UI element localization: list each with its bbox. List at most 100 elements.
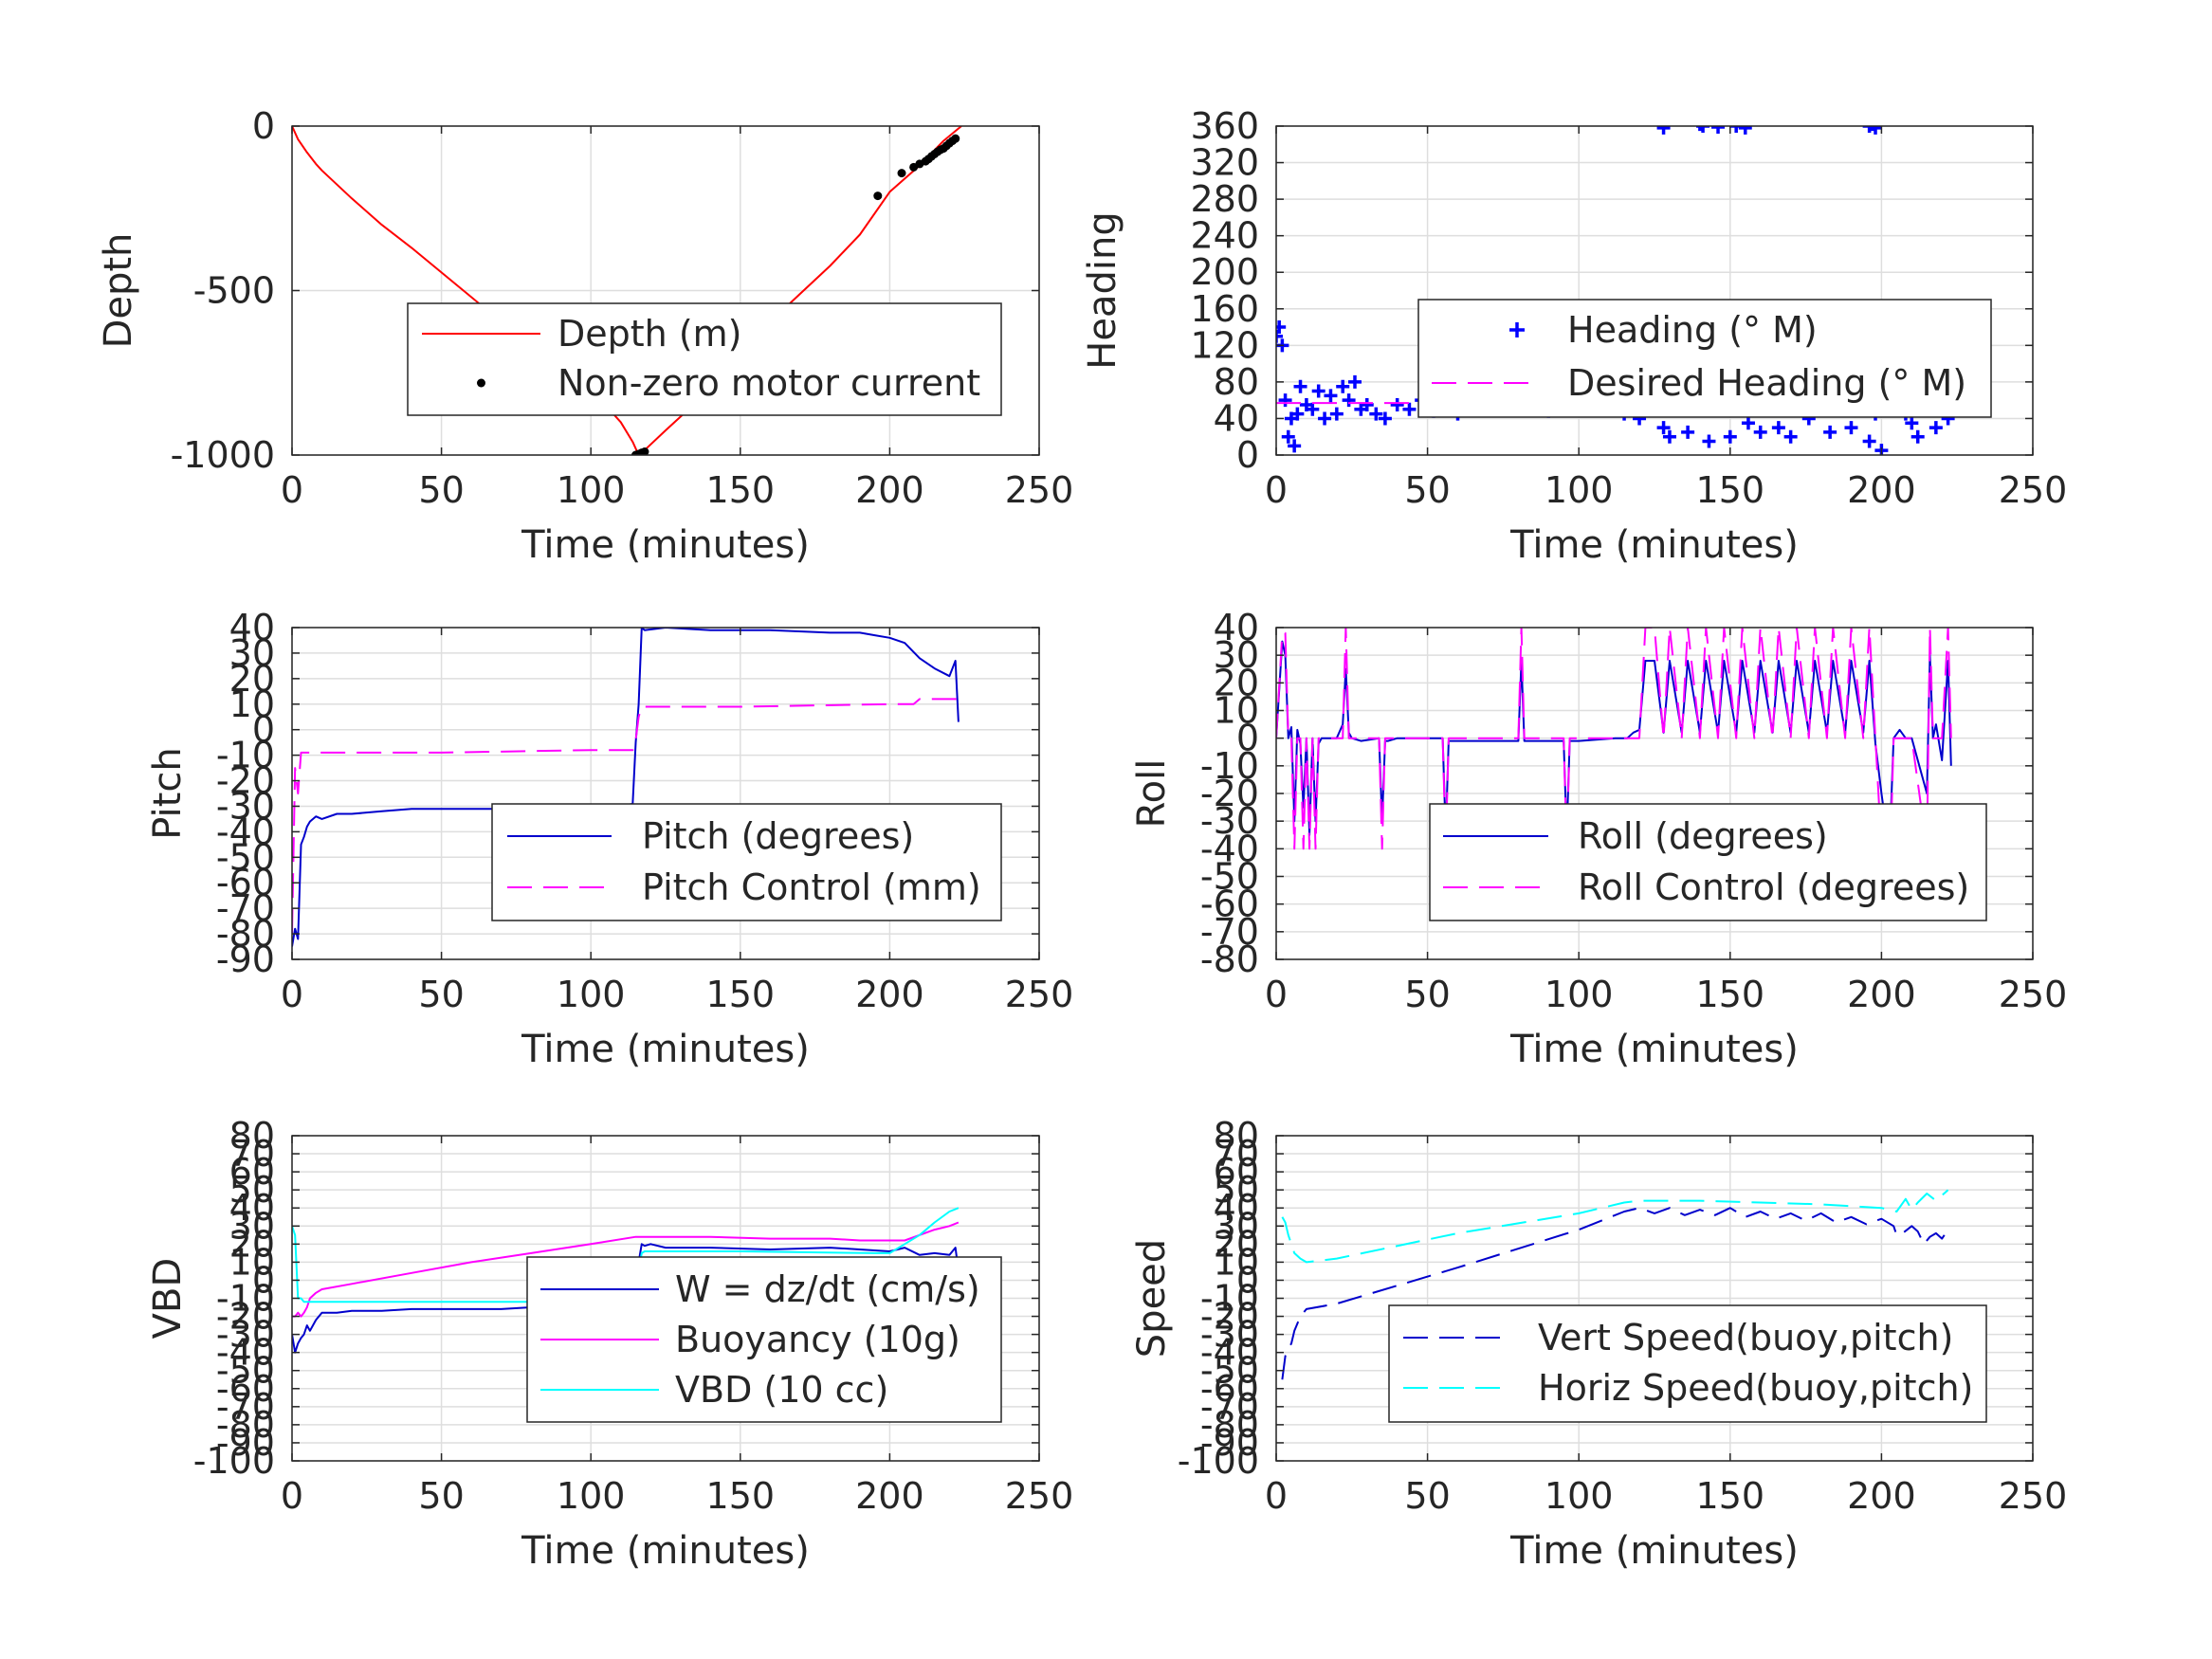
vbd-ytick-label: -50 (216, 1350, 275, 1392)
vbd-xtick-label: 150 (706, 1475, 776, 1517)
vbd-xtick-label: 50 (418, 1475, 464, 1517)
speed-ytick-label: 0 (1236, 1259, 1259, 1301)
heading-series-0-point (1329, 407, 1344, 421)
depth-series-1-point (897, 169, 906, 178)
speed-ytick-label: 20 (1214, 1223, 1259, 1265)
vbd-ytick-label: 10 (229, 1241, 275, 1283)
vbd-series-1-line (292, 1221, 960, 1318)
speed-xtick-label: 100 (1545, 1475, 1614, 1517)
heading-series-0-point (1741, 416, 1755, 430)
speed-ytick-label: -80 (1200, 1404, 1259, 1446)
pitch-legend: Pitch (degrees) Pitch Control (mm) (491, 803, 1002, 921)
pitch-ytick-label: 10 (229, 684, 275, 725)
heading-series-0-point (1390, 397, 1404, 411)
vbd-legend: W = dz/dt (cm/s) Buoyancy (10g) VBD (10 cc… (526, 1256, 1002, 1423)
depth-xtick-label: 0 (281, 469, 303, 511)
heading-series-0-point (1696, 126, 1710, 133)
roll-ytick-label: -40 (1200, 828, 1259, 869)
pitch-xtick-label: 250 (1005, 974, 1074, 1015)
speed-xtick-label: 50 (1404, 1475, 1450, 1517)
roll-ytick-label: 40 (1214, 607, 1259, 648)
depth-xtick-label: 250 (1005, 469, 1074, 511)
pitch-ylabel: Pitch (146, 747, 190, 839)
heading-xtick-label: 100 (1545, 469, 1614, 511)
vbd-ytick-label: -20 (216, 1296, 275, 1338)
heading-series-0-point (1823, 425, 1837, 439)
heading-series-0-point (1929, 421, 1943, 435)
vbd-ytick-label: -70 (216, 1386, 275, 1428)
speed-ytick-label: 50 (1214, 1169, 1259, 1211)
pitch-xtick-label: 200 (855, 974, 924, 1015)
heading-series-0-point (1862, 434, 1876, 448)
vbd-ytick-label: 60 (229, 1151, 275, 1193)
speed-ytick-label: -50 (1200, 1350, 1259, 1392)
heading-ylabel: Heading (1081, 211, 1124, 369)
roll-ytick-label: -20 (1200, 773, 1259, 814)
heading-series-0-point (1306, 402, 1320, 416)
speed-xlabel: Time (minutes) (1509, 1529, 1799, 1573)
depth-xlabel: Time (minutes) (521, 523, 810, 567)
vbd-xlabel: Time (minutes) (521, 1529, 810, 1573)
vbd-ytick-label: 0 (252, 1259, 275, 1301)
vbd-ytick-label: -40 (216, 1332, 275, 1374)
pitch-ytick-label: 40 (229, 607, 275, 648)
heading-legend-entry-0-swatch (1509, 322, 1525, 337)
roll-xtick-label: 100 (1545, 974, 1614, 1015)
roll-legend: Roll (degrees) Roll Control (degrees) (1429, 803, 1987, 921)
depth-series-1-point (640, 447, 649, 455)
speed-xtick-label: 250 (1999, 1475, 2068, 1517)
pitch-legend-entry-1-label: Pitch Control (mm) (642, 866, 981, 908)
pitch-xlabel: Time (minutes) (521, 1028, 810, 1071)
pitch-ytick-label: -20 (216, 760, 275, 802)
heading-ytick-label: 200 (1190, 251, 1259, 293)
heading-xtick-label: 50 (1404, 469, 1450, 511)
vbd-ytick-label: 50 (229, 1169, 275, 1211)
speed-xtick-label: 150 (1696, 1475, 1765, 1517)
heading-ytick-label: 240 (1190, 215, 1259, 257)
pitch-xtick-label: 100 (557, 974, 626, 1015)
vbd-ytick-label: 80 (229, 1115, 275, 1157)
vbd-legend-entry-2-label: VBD (10 cc) (675, 1369, 888, 1411)
heading-series-0-point (1869, 126, 1883, 135)
depth-ytick-label: -500 (193, 270, 275, 312)
roll-ytick-label: -70 (1200, 911, 1259, 953)
depth-series-1-point (873, 191, 883, 201)
heading-series-0-point (1738, 126, 1752, 135)
heading-series-0-point (1711, 126, 1726, 134)
depth-xtick-label: 150 (706, 469, 776, 511)
pitch-xtick-label: 150 (706, 974, 776, 1015)
vbd-xtick-label: 0 (281, 1475, 303, 1517)
depth-legend: Depth (m) Non-zero motor current (407, 302, 1002, 416)
roll-ytick-label: -80 (1200, 939, 1259, 980)
roll-series-group (1276, 628, 1952, 850)
heading-ytick-label: 0 (1236, 434, 1259, 476)
pitch-ytick-label: 20 (229, 658, 275, 700)
vbd-ytick-label: -60 (216, 1368, 275, 1410)
vbd-chart: 0 50 100 150 200 250-100-90-80-70-60-50-40-30… (146, 1115, 1073, 1573)
speed-ytick-label: -100 (1178, 1440, 1259, 1482)
roll-ytick-label: -60 (1200, 884, 1259, 925)
speed-legend-entry-0-label: Vert Speed(buoy,pitch) (1538, 1317, 1953, 1358)
depth-legend-box (407, 302, 1002, 416)
speed-ytick-label: -60 (1200, 1368, 1259, 1410)
heading-xtick-label: 150 (1696, 469, 1765, 511)
heading-series-0-point (1723, 429, 1737, 444)
heading-series-0-point (1681, 425, 1695, 439)
speed-ytick-label: -30 (1200, 1314, 1259, 1356)
depth-xtick-label: 100 (557, 469, 626, 511)
heading-series-0-point (1862, 126, 1876, 133)
speed-ytick-label: 10 (1214, 1241, 1259, 1283)
pitch-ytick-label: -80 (216, 913, 275, 955)
pitch-ytick-label: -70 (216, 887, 275, 929)
vbd-xtick-label: 250 (1005, 1475, 1074, 1517)
pitch-ytick-label: -50 (216, 836, 275, 878)
heading-series-0-point (1278, 393, 1292, 408)
roll-xtick-label: 150 (1696, 974, 1765, 1015)
heading-xlabel: Time (minutes) (1509, 523, 1799, 567)
pitch-ytick-label: 0 (252, 709, 275, 751)
heading-xtick-label: 250 (1999, 469, 2068, 511)
speed-xtick-label: 200 (1847, 1475, 1916, 1517)
heading-series-0-point (1662, 429, 1676, 444)
depth-ytick-label: -1000 (171, 434, 275, 476)
